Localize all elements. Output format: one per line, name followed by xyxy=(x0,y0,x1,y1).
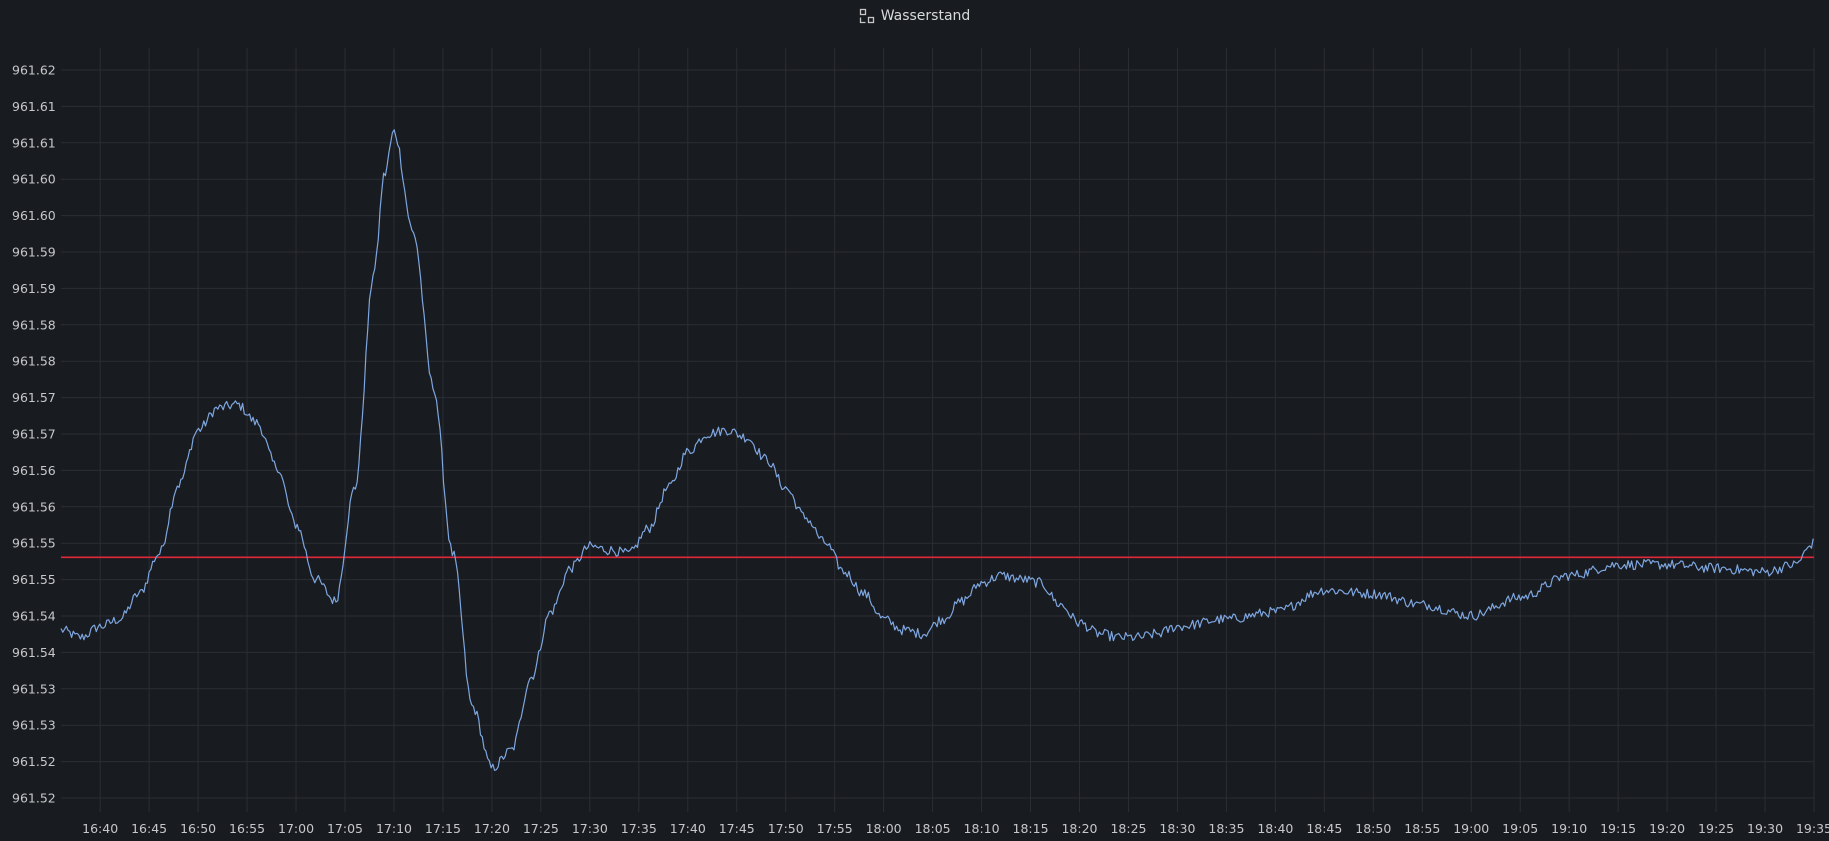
y-tick-label: 961.55 xyxy=(12,536,56,551)
horizontal-grid xyxy=(61,69,1814,799)
x-tick-label: 19:25 xyxy=(1698,821,1734,836)
y-tick-label: 961.56 xyxy=(12,463,56,478)
x-tick-label: 16:45 xyxy=(131,821,167,836)
y-tick-label: 961.55 xyxy=(12,572,56,587)
x-tick-label: 18:45 xyxy=(1306,821,1342,836)
y-tick-label: 961.59 xyxy=(12,245,56,260)
y-tick-label: 961.57 xyxy=(12,390,56,405)
y-tick-label: 961.56 xyxy=(12,499,56,514)
y-tick-label: 961.60 xyxy=(12,208,56,223)
x-tick-label: 18:55 xyxy=(1404,821,1440,836)
x-tick-label: 18:15 xyxy=(1013,821,1049,836)
x-tick-label: 19:05 xyxy=(1502,821,1538,836)
x-tick-label: 18:10 xyxy=(964,821,1000,836)
x-tick-label: 16:40 xyxy=(82,821,118,836)
y-tick-label: 961.54 xyxy=(12,609,56,624)
x-tick-label: 17:15 xyxy=(425,821,461,836)
x-tick-label: 17:10 xyxy=(376,821,412,836)
x-tick-label: 19:20 xyxy=(1649,821,1685,836)
y-tick-label: 961.54 xyxy=(12,645,56,660)
x-tick-label: 19:15 xyxy=(1600,821,1636,836)
x-tick-label: 18:20 xyxy=(1061,821,1097,836)
x-tick-label: 17:25 xyxy=(523,821,559,836)
x-tick-label: 18:35 xyxy=(1208,821,1244,836)
panel-layout-icon xyxy=(859,8,874,24)
x-tick-label: 19:35 xyxy=(1796,821,1829,836)
x-tick-label: 16:55 xyxy=(229,821,265,836)
x-tick-label: 17:30 xyxy=(572,821,608,836)
panel-title[interactable]: Wasserstand xyxy=(880,8,971,24)
y-tick-label: 961.52 xyxy=(12,754,56,769)
x-tick-label: 17:00 xyxy=(278,821,314,836)
x-tick-label: 18:25 xyxy=(1110,821,1146,836)
x-tick-label: 18:30 xyxy=(1159,821,1195,836)
x-tick-label: 17:40 xyxy=(670,821,706,836)
x-tick-label: 17:55 xyxy=(817,821,853,836)
x-axis: 16:40 16:45 16:50 16:55 17:00 17:05 17:10 17:15… xyxy=(82,821,1829,836)
vertical-grid xyxy=(99,48,1815,812)
x-tick-label: 17:50 xyxy=(768,821,804,836)
y-tick-label: 961.59 xyxy=(12,281,56,296)
y-axis: 961.62 961.61 961.61 961.60 961.60 961.59 961.… xyxy=(12,63,56,806)
x-tick-label: 17:45 xyxy=(719,821,755,836)
panel-header: Wasserstand xyxy=(0,0,1829,32)
y-tick-label: 961.58 xyxy=(12,317,56,332)
x-tick-label: 18:05 xyxy=(915,821,951,836)
y-tick-label: 961.53 xyxy=(12,681,56,696)
y-tick-label: 961.52 xyxy=(12,791,56,806)
y-tick-label: 961.53 xyxy=(12,718,56,733)
x-tick-label: 18:00 xyxy=(866,821,902,836)
x-tick-label: 17:20 xyxy=(474,821,510,836)
x-tick-label: 19:00 xyxy=(1453,821,1489,836)
x-tick-label: 17:35 xyxy=(621,821,657,836)
x-tick-label: 19:10 xyxy=(1551,821,1587,836)
x-tick-label: 19:30 xyxy=(1747,821,1783,836)
x-tick-label: 16:50 xyxy=(180,821,216,836)
y-tick-label: 961.58 xyxy=(12,354,56,369)
x-tick-label: 18:40 xyxy=(1257,821,1293,836)
y-tick-label: 961.60 xyxy=(12,172,56,187)
series-line-wasserstand[interactable] xyxy=(60,129,1814,771)
x-tick-label: 17:05 xyxy=(327,821,363,836)
y-tick-label: 961.62 xyxy=(12,63,56,78)
y-tick-label: 961.61 xyxy=(12,99,56,114)
y-tick-label: 961.57 xyxy=(12,427,56,442)
x-tick-label: 18:50 xyxy=(1355,821,1391,836)
y-tick-label: 961.61 xyxy=(12,135,56,150)
